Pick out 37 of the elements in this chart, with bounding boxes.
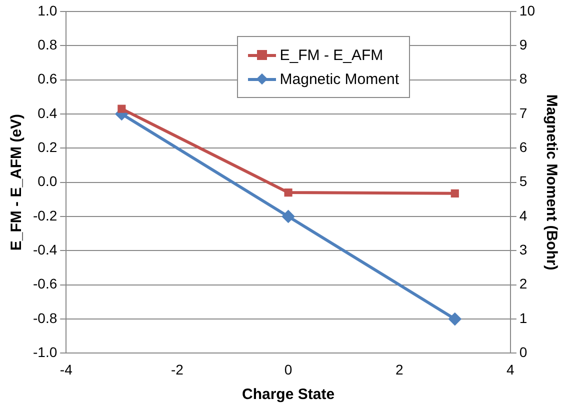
x-axis-title: Charge State: [242, 386, 335, 404]
x-tick-label: -2: [170, 361, 184, 378]
y-tick-label: 0.0: [38, 173, 58, 190]
x-tick-label: 0: [284, 361, 292, 378]
point: [448, 312, 462, 326]
y-tick-label: -0.6: [33, 276, 58, 292]
point: [282, 210, 295, 223]
x-tick-label: 2: [395, 361, 404, 378]
y2-tick-label: 10: [519, 2, 536, 18]
y-tick-label: -0.4: [33, 242, 58, 258]
y-tick-label: 0.8: [38, 36, 58, 52]
y-tick-label: -0.8: [33, 310, 58, 326]
y2-tick-label: 2: [519, 276, 528, 292]
y2-tick-label: 4: [519, 207, 528, 224]
y2-tick-label: 8: [519, 70, 528, 87]
point: [450, 189, 459, 198]
y-tick-label: 0.6: [38, 70, 58, 87]
y2-tick-label: 7: [519, 104, 528, 121]
legend-label: E_FM - E_AFM: [280, 46, 384, 64]
point: [284, 188, 292, 197]
y2-tick-label: 3: [519, 242, 528, 258]
x-tick-label: -4: [60, 361, 73, 378]
y2-tick-label: 5: [519, 173, 528, 190]
y2-tick-label: 9: [519, 36, 528, 52]
y2-tick-label: 1: [519, 310, 528, 326]
y-tick-label: -1.0: [33, 344, 58, 360]
point: [118, 104, 126, 113]
y-tick-label: -0.2: [33, 207, 58, 224]
y2-tick-label: 0: [519, 344, 528, 360]
y-tick-label: 0.2: [38, 138, 58, 155]
x-tick-label: 4: [506, 361, 515, 378]
y2-tick-label: 6: [519, 138, 528, 155]
legend-label: Magnetic Moment: [280, 70, 399, 88]
y-tick-label: 1.0: [38, 2, 58, 18]
y-tick-label: 0.4: [38, 104, 58, 121]
y-axis-title: E_FM - E_AFM (eV): [8, 114, 26, 251]
y2-axis-title: Magnetic Moment (Bohr): [542, 94, 560, 270]
